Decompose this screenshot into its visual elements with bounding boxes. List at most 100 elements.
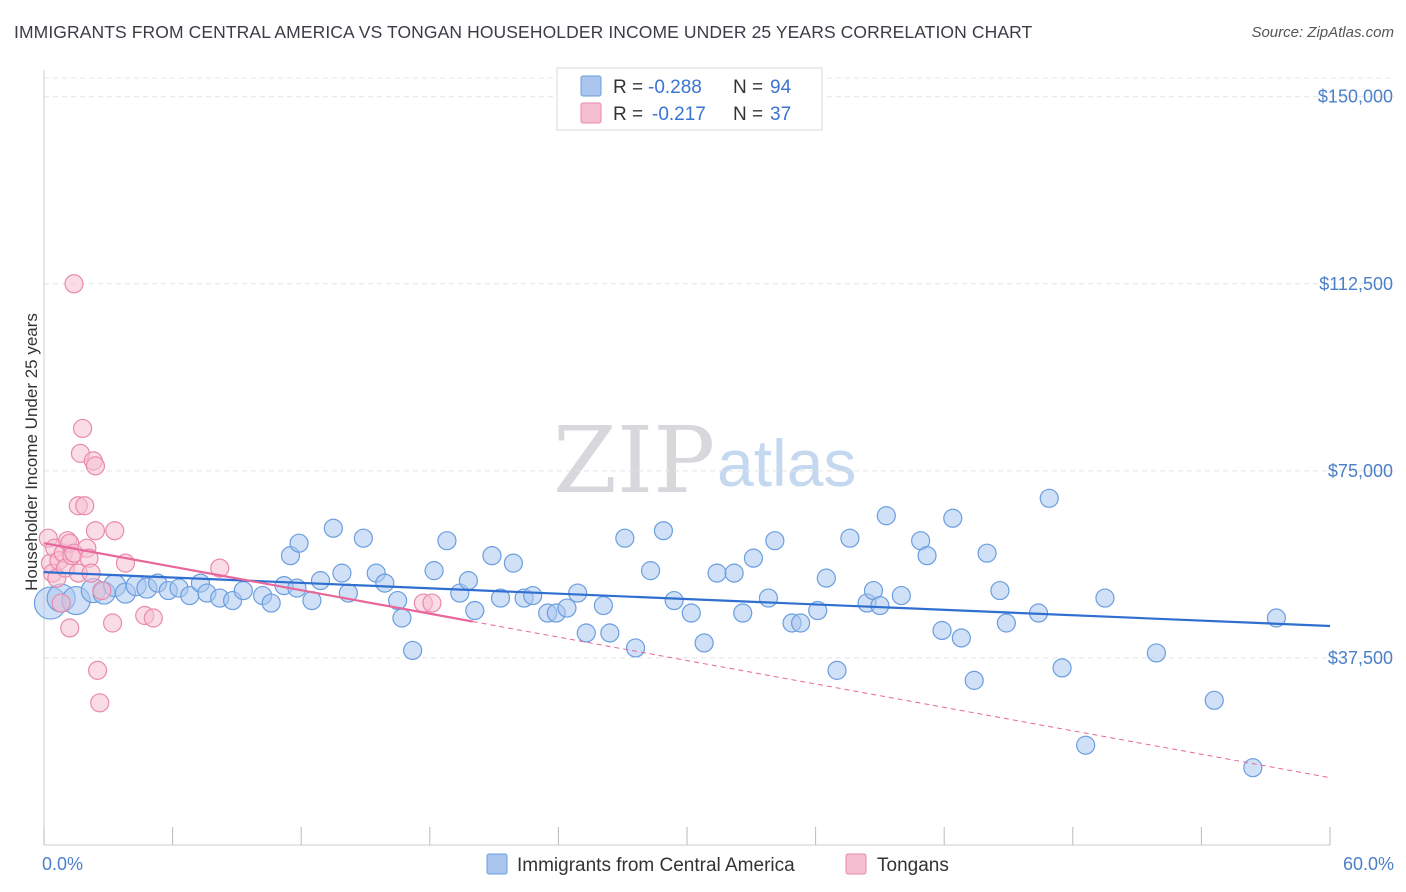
central-america-point[interactable]: [816, 568, 836, 588]
central-america-point[interactable]: [640, 561, 661, 581]
tongan-point[interactable]: [75, 496, 95, 516]
trend-line-tongans-extrapolated: [472, 621, 1331, 779]
tongan-point[interactable]: [72, 418, 93, 439]
legend-n-label-2: N =: [733, 104, 763, 125]
legend-r-label-2: R =: [613, 104, 643, 125]
central-america-point[interactable]: [576, 623, 596, 643]
central-america-point[interactable]: [458, 571, 478, 591]
central-america-point[interactable]: [996, 613, 1016, 633]
central-america-point[interactable]: [424, 561, 444, 581]
tongan-point[interactable]: [92, 580, 112, 601]
central-america-point[interactable]: [724, 563, 744, 583]
central-america-point[interactable]: [1146, 643, 1166, 663]
bottom-legend-swatch-pink: [845, 853, 867, 875]
legend-swatch-blue: [580, 75, 602, 97]
central-america-point[interactable]: [593, 595, 614, 616]
tongan-point[interactable]: [422, 593, 442, 613]
central-america-point[interactable]: [523, 585, 543, 606]
central-america-point[interactable]: [233, 580, 253, 601]
tongan-point[interactable]: [60, 618, 80, 638]
central-america-point[interactable]: [653, 521, 674, 541]
y-tick-label: $150,000: [1318, 87, 1393, 107]
central-america-point[interactable]: [261, 593, 281, 613]
legend-swatch-pink: [580, 102, 602, 124]
central-america-point[interactable]: [808, 600, 828, 621]
central-america-point[interactable]: [1039, 488, 1059, 508]
central-america-point[interactable]: [694, 633, 714, 653]
central-america-point[interactable]: [403, 640, 423, 661]
central-america-point[interactable]: [600, 623, 620, 643]
central-america-point[interactable]: [977, 543, 997, 563]
central-america-point[interactable]: [932, 620, 952, 641]
central-america-point[interactable]: [1243, 758, 1263, 778]
bottom-legend-label-tongans[interactable]: Tongans: [877, 855, 949, 876]
central-america-point[interactable]: [625, 638, 646, 658]
central-america-point[interactable]: [707, 563, 727, 583]
central-america-point[interactable]: [503, 553, 523, 573]
tongan-point[interactable]: [85, 456, 106, 476]
central-america-point[interactable]: [323, 518, 343, 538]
watermark-atlas: atlas: [717, 426, 856, 500]
central-america-point[interactable]: [353, 528, 373, 548]
central-america-point[interactable]: [615, 528, 635, 548]
central-america-point[interactable]: [1204, 690, 1224, 710]
y-axis-tick-labels: $37,500 $75,000 $112,500 $150,000: [1318, 87, 1393, 668]
central-america-point[interactable]: [1095, 588, 1115, 608]
series-legend: Immigrants from Central America Tongans: [486, 853, 949, 876]
tongan-point[interactable]: [90, 693, 110, 713]
central-america-point[interactable]: [490, 588, 511, 608]
central-america-point[interactable]: [951, 628, 971, 648]
central-america-point[interactable]: [482, 546, 502, 566]
central-america-point[interactable]: [758, 588, 779, 608]
central-america-point[interactable]: [840, 528, 860, 548]
legend-n-value-2: 37: [770, 104, 791, 125]
central-america-point[interactable]: [289, 533, 309, 553]
central-america-point[interactable]: [891, 585, 911, 606]
trend-line-central-america: [43, 571, 1331, 628]
central-america-point[interactable]: [990, 580, 1010, 601]
central-america-point[interactable]: [743, 548, 764, 568]
series-tongans-points: [38, 274, 442, 713]
central-america-point[interactable]: [876, 506, 896, 526]
central-america-point[interactable]: [943, 508, 963, 528]
tongan-point[interactable]: [143, 608, 163, 628]
central-america-point[interactable]: [465, 600, 485, 621]
central-america-point[interactable]: [568, 583, 588, 603]
central-america-point[interactable]: [392, 608, 412, 628]
x-tick-label-min: 0.0%: [42, 854, 83, 874]
bottom-legend-swatch-blue: [486, 853, 508, 875]
central-america-point[interactable]: [375, 573, 395, 593]
central-america-point[interactable]: [917, 546, 937, 566]
tongan-point[interactable]: [87, 660, 108, 680]
central-america-point[interactable]: [964, 670, 984, 690]
tongan-point[interactable]: [102, 613, 123, 633]
central-america-point[interactable]: [765, 531, 785, 551]
legend-r-label-1: R =: [613, 77, 643, 98]
central-america-point[interactable]: [790, 613, 811, 633]
central-america-point[interactable]: [733, 603, 753, 623]
legend-n-label-1: N =: [733, 77, 763, 98]
tongan-point[interactable]: [64, 274, 84, 294]
central-america-point[interactable]: [664, 590, 684, 611]
central-america-point[interactable]: [681, 603, 701, 623]
watermark: ZIP atlas: [553, 407, 856, 514]
source-credit[interactable]: Source: ZipAtlas.com: [1251, 24, 1394, 41]
y-tick-label: $75,000: [1328, 461, 1393, 481]
central-america-point[interactable]: [870, 595, 890, 616]
central-america-point[interactable]: [310, 571, 331, 591]
tongan-point[interactable]: [51, 593, 71, 613]
central-america-point[interactable]: [1052, 658, 1072, 678]
bottom-legend-label-central-america[interactable]: Immigrants from Central America: [517, 855, 795, 876]
tongan-point[interactable]: [85, 521, 106, 541]
central-america-point[interactable]: [827, 660, 847, 680]
correlation-legend: R = -0.288 N = 94 R = -0.217 N = 37: [556, 67, 823, 131]
central-america-point[interactable]: [1076, 735, 1096, 755]
series-central-america-points: [33, 488, 1287, 778]
central-america-point[interactable]: [437, 531, 457, 551]
tongan-point[interactable]: [210, 558, 230, 578]
legend-r-value-1: -0.288: [648, 77, 702, 98]
central-america-point[interactable]: [557, 598, 577, 618]
tongan-point[interactable]: [105, 521, 125, 541]
central-america-point[interactable]: [332, 563, 352, 583]
